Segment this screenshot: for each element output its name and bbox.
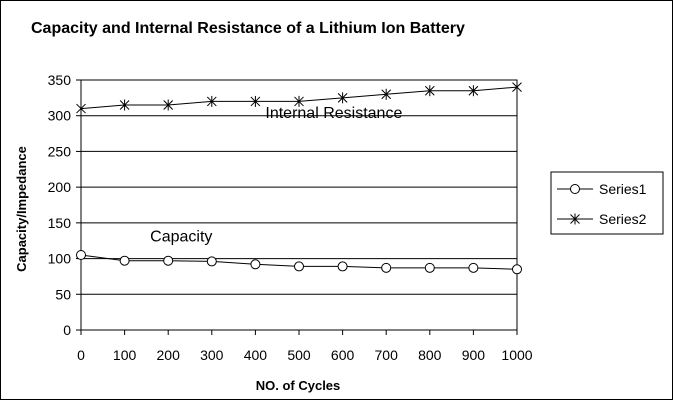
series-2 bbox=[76, 81, 522, 115]
y-tick-label: 150 bbox=[48, 215, 72, 231]
data-point bbox=[206, 95, 217, 107]
data-point bbox=[163, 99, 174, 111]
y-tick-label: 300 bbox=[48, 108, 72, 124]
y-tick-label: 100 bbox=[48, 251, 72, 267]
grid-lines bbox=[81, 115, 517, 295]
legend: Series1 Series2 bbox=[550, 171, 664, 235]
data-point bbox=[424, 85, 435, 97]
data-point bbox=[294, 261, 304, 272]
data-point bbox=[424, 262, 435, 273]
series-1 bbox=[76, 250, 522, 275]
data-point bbox=[76, 103, 86, 115]
data-point bbox=[294, 95, 304, 107]
data-point bbox=[337, 92, 348, 104]
y-axis-label: Capacity/Impedance bbox=[14, 146, 29, 272]
x-tick-label: 900 bbox=[462, 347, 486, 363]
x-tick-label: 600 bbox=[331, 347, 355, 363]
data-point bbox=[512, 264, 522, 275]
y-axis-ticks: 0 50 100 150 200 250 300 350 bbox=[48, 72, 81, 338]
legend-item: Series1 bbox=[557, 181, 647, 197]
data-point bbox=[119, 99, 130, 111]
y-tick-label: 200 bbox=[48, 179, 72, 195]
legend-box bbox=[550, 171, 664, 235]
data-point bbox=[512, 81, 522, 93]
data-point bbox=[119, 255, 130, 266]
x-tick-label: 500 bbox=[287, 347, 311, 363]
data-point bbox=[76, 250, 86, 260]
data-point bbox=[206, 256, 217, 267]
y-tick-label: 350 bbox=[48, 72, 72, 88]
x-axis-label: NO. of Cycles bbox=[256, 378, 341, 393]
data-point bbox=[337, 261, 348, 272]
annotation-label: Capacity bbox=[150, 228, 212, 245]
x-axis-ticks: 0 100 200 300 400 500 600 700 800 900 1000 bbox=[77, 330, 533, 363]
x-tick-label: 0 bbox=[77, 347, 85, 363]
data-point bbox=[250, 95, 261, 107]
y-tick-label: 50 bbox=[55, 286, 71, 302]
x-tick-label: 1000 bbox=[501, 347, 532, 363]
y-tick-label: 0 bbox=[63, 322, 71, 338]
x-tick-label: 200 bbox=[157, 347, 181, 363]
data-point bbox=[468, 262, 479, 273]
data-point bbox=[468, 85, 479, 97]
annotation-label: Internal Resistance bbox=[265, 105, 402, 122]
annotations: Internal Resistance Capacity bbox=[150, 105, 402, 246]
legend-item: Series2 bbox=[557, 211, 647, 227]
chart-title: Capacity and Internal Resistance of a Li… bbox=[31, 20, 465, 37]
y-tick-label: 250 bbox=[48, 143, 72, 159]
legend-label: Series2 bbox=[599, 211, 647, 227]
x-tick-label: 400 bbox=[244, 347, 268, 363]
data-point bbox=[381, 262, 392, 273]
data-point bbox=[570, 213, 580, 225]
x-tick-label: 700 bbox=[375, 347, 399, 363]
data-point bbox=[250, 259, 261, 270]
x-tick-label: 300 bbox=[200, 347, 224, 363]
x-tick-label: 100 bbox=[113, 347, 137, 363]
series-lines bbox=[76, 81, 522, 275]
legend-label: Series1 bbox=[599, 181, 647, 197]
data-point bbox=[163, 255, 174, 266]
x-tick-label: 800 bbox=[418, 347, 442, 363]
data-point bbox=[570, 184, 580, 194]
data-point bbox=[381, 88, 392, 100]
